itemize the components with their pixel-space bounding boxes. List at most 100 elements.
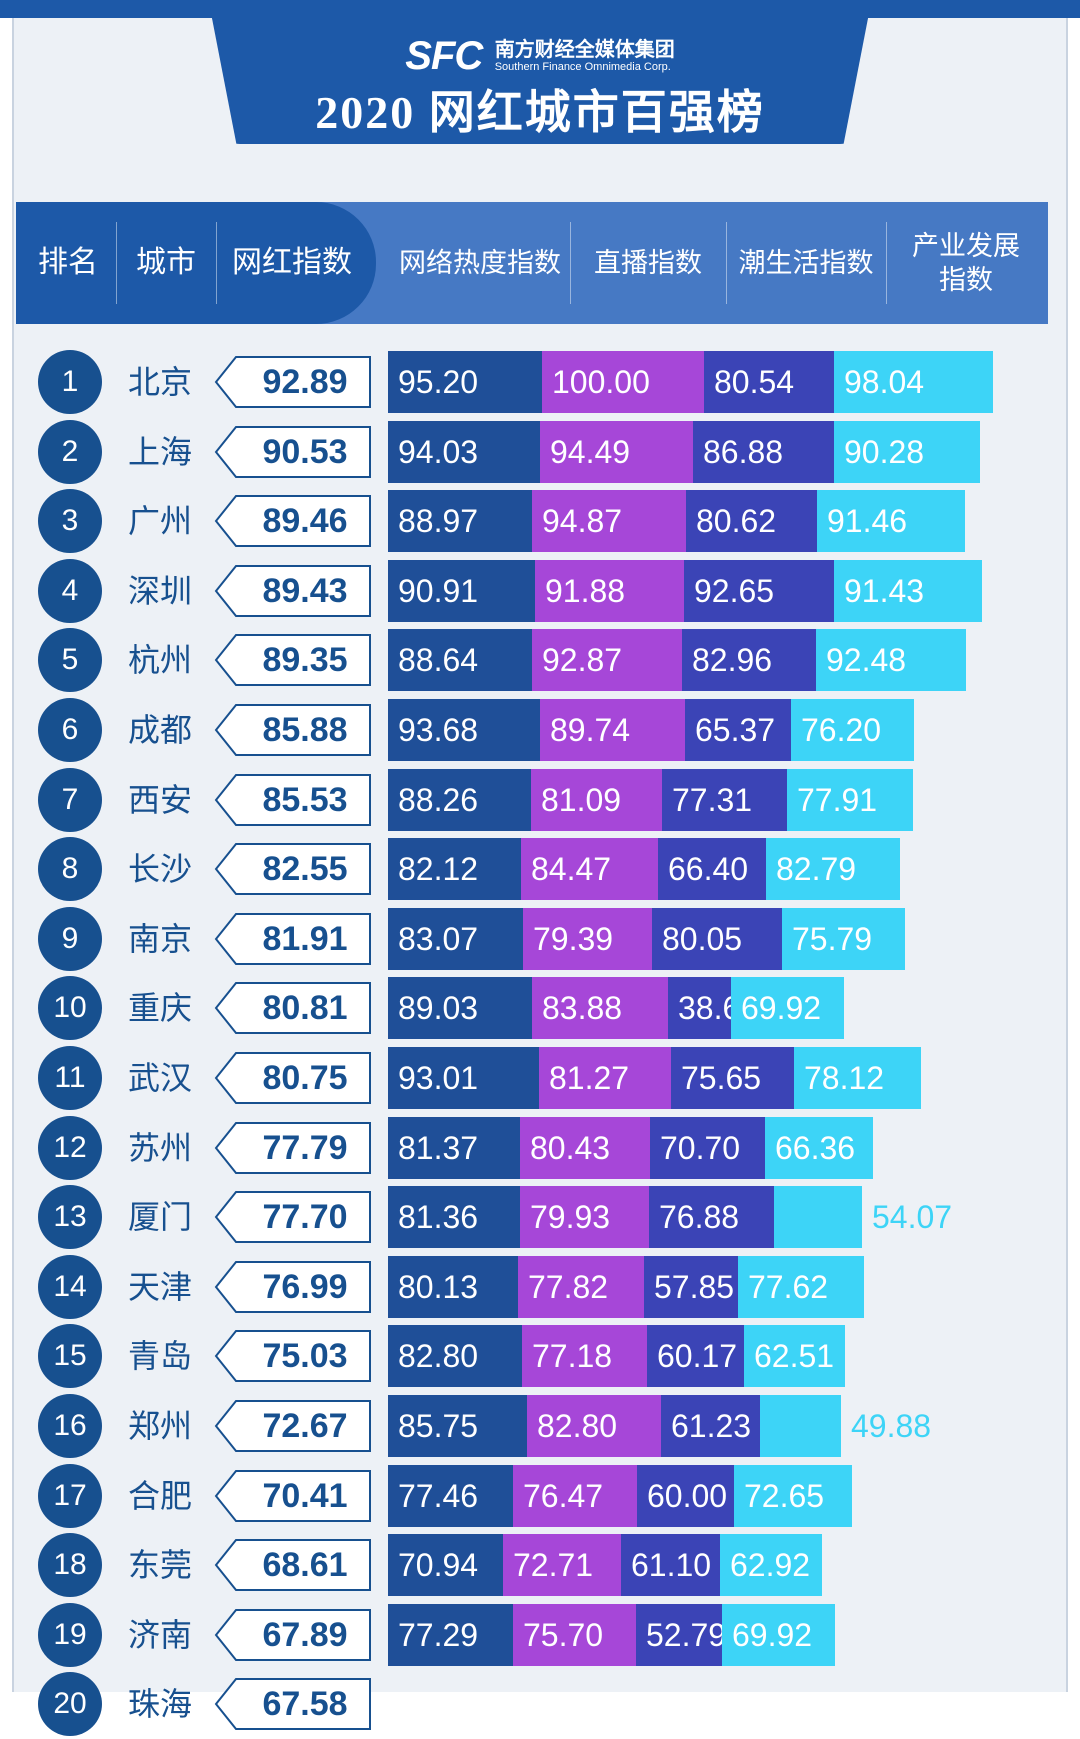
table-row: 7 西安 85.53 88.26 81.09 77.31 77.91 [0, 765, 1080, 835]
score-box: 72.67 [212, 1399, 372, 1453]
bar-segment-industry: 62.92 [720, 1534, 822, 1597]
rank-badge: 5 [38, 628, 102, 693]
bar-segment-live: 76.47 [513, 1464, 637, 1527]
column-header-city: 城市 [136, 246, 196, 279]
column-header-industry-line2: 指数 [939, 265, 993, 295]
rank-badge: 16 [38, 1394, 102, 1458]
bar-segment-network: 77.29 [388, 1603, 513, 1666]
rank-badge: 19 [38, 1602, 102, 1667]
city-score: 82.55 [262, 850, 348, 889]
bar-segment-trend: 61.10 [621, 1534, 720, 1597]
bar-segment-trend: 70.70 [650, 1116, 765, 1179]
bar-segment-industry: 91.46 [817, 490, 965, 553]
bar-segment-network: 88.26 [388, 768, 531, 831]
score-box: 89.43 [212, 564, 372, 618]
bar-segment-network: 95.20 [388, 351, 542, 413]
city-name: 苏州 [128, 1129, 193, 1166]
bar-segment-network: 83.07 [388, 907, 523, 970]
bar-segment-trend: 92.65 [684, 559, 834, 622]
bar-segment-trend: 75.65 [671, 1047, 794, 1109]
bar-segment-network: 70.94 [388, 1534, 503, 1597]
column-divider [570, 222, 571, 304]
bar-segment-network: 93.68 [388, 699, 540, 761]
bar-segment-trend: 77.31 [662, 768, 787, 831]
bar-segment-live: 79.93 [520, 1186, 649, 1249]
bar-segment-live: 81.27 [539, 1047, 671, 1109]
bar-segment-industry: 77.91 [787, 768, 913, 831]
score-box: 70.41 [212, 1469, 372, 1523]
city-score: 90.53 [262, 432, 348, 471]
score-box: 85.53 [212, 773, 372, 827]
rank-badge: 12 [38, 1115, 102, 1180]
bar-segment-network: 82.80 [388, 1325, 522, 1388]
logo-text: 南方财经全媒体集团 Southern Finance Omnimedia Cor… [495, 39, 675, 74]
bar-segment-network: 90.91 [388, 559, 535, 622]
column-divider [886, 222, 887, 304]
bar-segment-network: 81.36 [388, 1186, 520, 1249]
table-row: 1 北京 92.89 95.20 100.00 80.54 98.04 [0, 347, 1080, 417]
score-box: 92.89 [212, 355, 372, 409]
bar-segment-trend: 86.88 [693, 420, 834, 483]
bar-segment-trend: 80.62 [686, 490, 817, 553]
table-row: 13 厦门 77.70 81.36 79.93 76.88 54.07 [0, 1182, 1080, 1252]
rank-badge: 15 [38, 1324, 102, 1389]
city-score: 77.79 [262, 1128, 348, 1167]
rank-badge: 11 [38, 1046, 102, 1110]
column-divider [216, 222, 217, 304]
bar-segment-industry: 78.12 [794, 1047, 921, 1109]
city-score: 70.41 [262, 1476, 348, 1515]
table-row: 19 济南 67.89 77.29 75.70 52.79 69.92 [0, 1600, 1080, 1670]
city-score: 81.91 [262, 919, 348, 958]
bar-segment-network: 82.12 [388, 838, 521, 901]
score-box: 80.75 [212, 1051, 372, 1105]
bar-segment-network: 85.75 [388, 1395, 527, 1457]
bar-segment-industry: 92.48 [816, 629, 966, 692]
rank-badge: 2 [38, 419, 102, 484]
table-row: 18 东莞 68.61 70.94 72.71 61.10 62.92 [0, 1530, 1080, 1600]
city-score: 77.70 [262, 1198, 348, 1237]
column-header-industry: 产业发展 指数 [888, 202, 1044, 324]
ranking-rows: 1 北京 92.89 95.20 100.00 80.54 98.04 2 上海 90.53 94.… [0, 347, 1080, 1737]
bar-segment-industry: 75.79 [782, 907, 905, 970]
bar-segment-network: 80.13 [388, 1255, 518, 1318]
city-name: 合肥 [128, 1477, 193, 1514]
bar-segment-network: 94.03 [388, 420, 540, 483]
score-box: 77.70 [212, 1190, 372, 1244]
bar-segment-industry: 69.92 [731, 977, 844, 1040]
bar-segment-network: 93.01 [388, 1047, 539, 1109]
city-score: 89.46 [262, 502, 348, 541]
bar-segment-industry: 82.79 [766, 838, 900, 901]
column-header-industry-line1: 产业发展 [912, 231, 1020, 261]
bar-segment-industry: 72.65 [734, 1464, 852, 1527]
bar-segment-trend: 82.96 [682, 629, 816, 692]
logo-chinese-name: 南方财经全媒体集团 [494, 39, 675, 61]
city-name: 杭州 [128, 642, 193, 679]
bar-segment-live: 91.88 [535, 559, 684, 622]
city-score: 67.58 [262, 1685, 348, 1724]
rank-badge: 10 [38, 976, 102, 1041]
city-name: 成都 [128, 712, 193, 748]
city-name: 长沙 [128, 851, 193, 888]
bar-segment-live: 84.47 [521, 838, 658, 901]
city-name: 武汉 [128, 1060, 193, 1096]
score-box: 89.35 [212, 633, 372, 687]
bar-segment-live: 81.09 [531, 768, 662, 831]
table-row: 17 合肥 70.41 77.46 76.47 60.00 72.65 [0, 1461, 1080, 1531]
column-header-network: 网络热度指数 [399, 248, 561, 278]
city-score: 85.88 [262, 711, 348, 749]
bar-segment-trend: 65.37 [685, 699, 791, 761]
bar-segment-trend: 60.00 [637, 1464, 734, 1527]
city-name: 深圳 [128, 572, 193, 609]
column-divider [726, 222, 727, 304]
city-name: 东莞 [128, 1547, 193, 1584]
bar-segment-network: 89.03 [388, 977, 532, 1040]
rank-badge: 7 [38, 767, 102, 832]
logo-english-name: Southern Finance Omnimedia Corp. [494, 61, 671, 73]
bar-segment-network: 88.64 [388, 629, 532, 692]
city-name: 厦门 [128, 1199, 193, 1236]
column-header-left [16, 202, 376, 324]
rank-badge: 3 [38, 489, 102, 554]
bar-segment-trend: 57.85 [644, 1255, 738, 1318]
rank-badge: 1 [38, 350, 102, 414]
bar-segment-trend: 66.40 [658, 838, 766, 901]
